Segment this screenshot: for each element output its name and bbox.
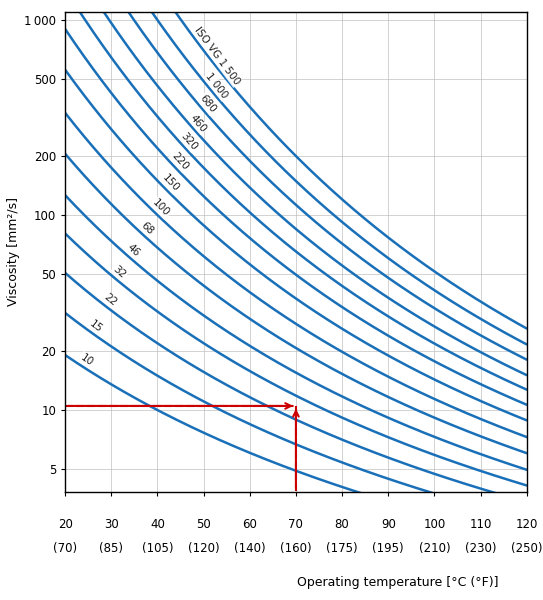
Text: 46: 46 [125, 242, 141, 259]
Text: 460: 460 [188, 113, 209, 134]
Text: 15: 15 [87, 319, 104, 334]
Text: 220: 220 [169, 151, 190, 172]
Text: (105): (105) [142, 542, 173, 556]
Text: (210): (210) [419, 542, 450, 556]
Text: 320: 320 [179, 131, 199, 152]
Text: 60: 60 [242, 518, 257, 532]
Text: 32: 32 [111, 264, 128, 280]
Text: (175): (175) [326, 542, 358, 556]
Text: 70: 70 [288, 518, 304, 532]
Text: (195): (195) [372, 542, 404, 556]
Text: 150: 150 [160, 173, 181, 194]
Text: 10: 10 [78, 352, 94, 368]
Text: Operating temperature [°C (°F)]: Operating temperature [°C (°F)] [296, 576, 498, 589]
Text: 100: 100 [150, 198, 172, 219]
Text: (250): (250) [511, 542, 542, 556]
Text: 680: 680 [198, 93, 218, 115]
Text: 90: 90 [381, 518, 396, 532]
Text: (120): (120) [188, 542, 219, 556]
Text: 30: 30 [104, 518, 119, 532]
Text: 120: 120 [515, 518, 538, 532]
Text: 20: 20 [58, 518, 73, 532]
Y-axis label: Viscosity [mm²/s]: Viscosity [mm²/s] [7, 197, 20, 307]
Text: 50: 50 [196, 518, 211, 532]
Text: (70): (70) [53, 542, 77, 556]
Text: 1 000: 1 000 [204, 71, 230, 101]
Text: ISO VG 1 500: ISO VG 1 500 [192, 25, 242, 87]
Text: 110: 110 [469, 518, 492, 532]
Text: (85): (85) [99, 542, 123, 556]
Text: 40: 40 [150, 518, 165, 532]
Text: 22: 22 [102, 292, 118, 308]
Text: 68: 68 [139, 220, 155, 236]
Text: (230): (230) [465, 542, 496, 556]
Text: (140): (140) [234, 542, 266, 556]
Text: (160): (160) [280, 542, 312, 556]
Text: 80: 80 [334, 518, 350, 532]
Text: 100: 100 [424, 518, 445, 532]
